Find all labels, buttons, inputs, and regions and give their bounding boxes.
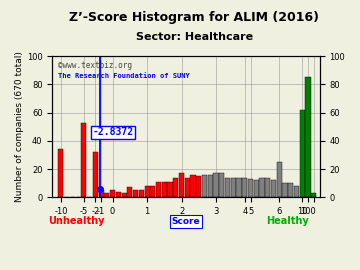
- Bar: [196, 176, 201, 197]
- Text: Unhealthy: Unhealthy: [48, 216, 104, 226]
- Bar: [311, 193, 316, 197]
- Bar: [237, 178, 242, 197]
- Bar: [219, 173, 224, 197]
- Bar: [288, 183, 293, 197]
- Bar: [265, 178, 270, 197]
- Bar: [242, 178, 247, 197]
- Bar: [144, 186, 150, 197]
- Bar: [277, 162, 282, 197]
- Bar: [271, 180, 276, 197]
- Bar: [294, 186, 299, 197]
- Bar: [248, 179, 253, 197]
- Bar: [190, 175, 196, 197]
- Text: -2.8372: -2.8372: [92, 127, 133, 137]
- Bar: [254, 180, 259, 197]
- Bar: [305, 77, 311, 197]
- Bar: [231, 178, 236, 197]
- Bar: [116, 192, 121, 197]
- Text: Score: Score: [172, 217, 200, 226]
- Bar: [162, 182, 167, 197]
- Bar: [58, 149, 63, 197]
- Bar: [173, 178, 179, 197]
- Bar: [133, 190, 138, 197]
- Bar: [179, 173, 184, 197]
- Bar: [185, 178, 190, 197]
- Bar: [156, 182, 161, 197]
- Bar: [104, 193, 109, 197]
- Bar: [283, 183, 288, 197]
- Bar: [208, 175, 213, 197]
- Text: Healthy: Healthy: [266, 216, 309, 226]
- Bar: [167, 182, 173, 197]
- Bar: [213, 173, 219, 197]
- Text: The Research Foundation of SUNY: The Research Foundation of SUNY: [58, 73, 189, 79]
- Bar: [93, 152, 98, 197]
- Bar: [99, 190, 104, 197]
- Bar: [202, 175, 207, 197]
- Bar: [150, 186, 156, 197]
- Bar: [300, 110, 305, 197]
- Bar: [81, 123, 86, 197]
- Bar: [139, 190, 144, 197]
- Text: ©www.textbiz.org: ©www.textbiz.org: [58, 60, 132, 70]
- Text: Z’-Score Histogram for ALIM (2016): Z’-Score Histogram for ALIM (2016): [69, 11, 319, 24]
- Text: Sector: Healthcare: Sector: Healthcare: [136, 32, 253, 42]
- Y-axis label: Number of companies (670 total): Number of companies (670 total): [15, 51, 24, 202]
- Bar: [110, 190, 115, 197]
- Bar: [127, 187, 132, 197]
- Bar: [122, 193, 127, 197]
- Bar: [225, 178, 230, 197]
- Bar: [260, 178, 265, 197]
